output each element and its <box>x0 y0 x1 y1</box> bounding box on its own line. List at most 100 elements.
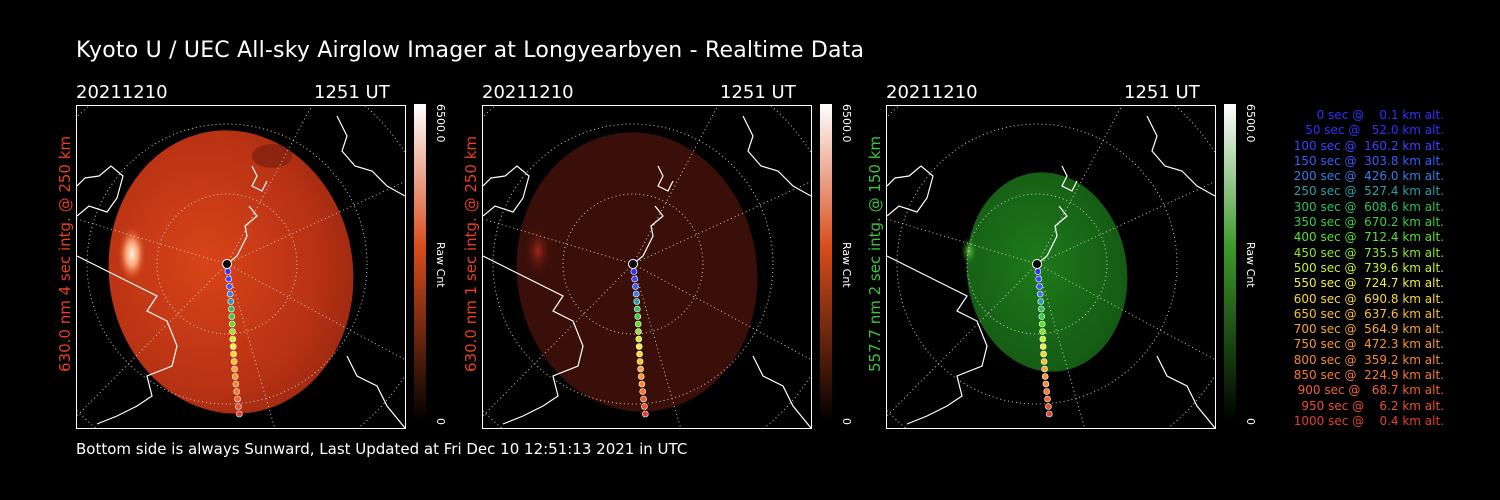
panel3-traj-start <box>1032 259 1042 269</box>
trajectory-point <box>230 358 238 365</box>
trajectory-point <box>234 395 241 403</box>
trajectory-point <box>1035 275 1042 283</box>
legend-entry: 100 sec @ 160.2 km alt. <box>1289 138 1444 153</box>
trajectory-point <box>228 305 235 313</box>
panel2-trajectory <box>628 259 649 418</box>
legend-entry: 250 sec @ 527.4 km alt. <box>1289 184 1444 199</box>
trajectory-point <box>1041 365 1048 373</box>
trajectory-point <box>639 388 646 395</box>
trajectory-point <box>228 320 236 328</box>
legend-entry: 650 sec @ 637.6 km alt. <box>1289 306 1444 321</box>
trajectory-point <box>226 283 233 290</box>
panel1-map <box>77 106 405 428</box>
panel3-bright-patch <box>961 237 977 265</box>
legend-entry: 450 sec @ 735.5 km alt. <box>1289 245 1444 260</box>
panel3-ylabel: 557.7 nm 2 sec intg. @ 150 km <box>866 135 884 372</box>
trajectory-point <box>636 358 644 365</box>
page-title: Kyoto U / UEC All-sky Airglow Imager at … <box>76 38 865 63</box>
panel1-bright-patch <box>118 226 146 282</box>
panel2-time: 1251 UT <box>720 82 796 103</box>
trajectory-point <box>1039 328 1046 335</box>
legend-entry: 550 sec @ 724.7 km alt. <box>1289 276 1444 291</box>
trajectory-point <box>229 343 237 350</box>
legend-entry: 300 sec @ 608.6 km alt. <box>1289 199 1444 214</box>
panel3-colorbar <box>1224 104 1236 422</box>
trajectory-point <box>1039 343 1047 350</box>
trajectory-point <box>1042 380 1050 388</box>
panel1-cbar-max: 6500.0 <box>434 104 447 143</box>
trajectory-point <box>236 410 243 418</box>
panel2-allsky-image <box>482 105 812 429</box>
trajectory-point <box>634 305 641 313</box>
trajectory-point <box>227 298 235 305</box>
panel1-date: 20211210 <box>76 82 168 103</box>
panel3-cbar-max: 6500.0 <box>1244 104 1257 143</box>
panel2-map <box>483 106 811 428</box>
trajectory-point <box>638 380 646 388</box>
trajectory-point <box>226 290 234 298</box>
panel3-trajectory <box>1032 259 1053 418</box>
trajectory-point <box>635 335 643 343</box>
legend-entry: 850 sec @ 224.9 km alt. <box>1289 368 1444 383</box>
legend-entry: 200 sec @ 426.0 km alt. <box>1289 169 1444 184</box>
legend-entry: 150 sec @ 303.8 km alt. <box>1289 153 1444 168</box>
panel1-time: 1251 UT <box>314 82 390 103</box>
trajectory-point <box>225 275 232 283</box>
legend-entry: 700 sec @ 564.9 km alt. <box>1289 322 1444 337</box>
trajectory-point <box>1038 313 1046 320</box>
panel1-coastline <box>77 115 405 428</box>
trajectory-point <box>1037 298 1045 305</box>
footer-note: Bottom side is always Sunward, Last Upda… <box>76 440 688 458</box>
legend-entry: 750 sec @ 472.3 km alt. <box>1289 337 1444 352</box>
panel1-cbar-min: 0 <box>434 418 447 425</box>
panel1-trajectory <box>222 259 243 418</box>
trajectory-point <box>224 268 232 275</box>
trajectory-point <box>633 298 641 305</box>
panel3-sky-disk <box>966 172 1128 372</box>
trajectory-point <box>1036 283 1043 290</box>
panel1-ylabel: 630.0 nm 4 sec intg. @ 250 km <box>56 135 74 372</box>
panel2-colorbar <box>820 104 832 422</box>
trajectory-legend: 0 sec @ 0.1 km alt. 50 sec @ 52.0 km alt… <box>1290 108 1444 429</box>
trajectory-point <box>233 388 240 395</box>
trajectory-point <box>1043 388 1050 395</box>
panel2-traj-start <box>628 259 638 269</box>
trajectory-point <box>634 313 642 320</box>
trajectory-point <box>632 283 639 290</box>
panel1-traj-start <box>222 259 232 269</box>
panel2-cbar-unit: Raw Cnt <box>840 242 853 288</box>
trajectory-point <box>1034 268 1042 275</box>
trajectory-point <box>634 320 642 328</box>
panel3-allsky-image <box>886 105 1216 429</box>
panel2-ylabel: 630.0 nm 1 sec intg. @ 250 km <box>462 135 480 372</box>
trajectory-point <box>230 350 237 358</box>
trajectory-point <box>1038 320 1046 328</box>
trajectory-point <box>635 343 643 350</box>
panel1-colorbar <box>414 104 426 422</box>
trajectory-point <box>636 350 643 358</box>
panel3-cbar-unit: Raw Cnt <box>1244 242 1257 288</box>
panel1-cbar-unit: Raw Cnt <box>434 242 447 288</box>
panel3-map <box>887 106 1215 428</box>
trajectory-point <box>641 403 648 410</box>
trajectory-point <box>229 335 237 343</box>
legend-entry: 900 sec @ 68.7 km alt. <box>1293 383 1444 398</box>
panel2-coastline <box>483 115 811 428</box>
legend-entry: 0 sec @ 0.1 km alt. <box>1305 108 1444 122</box>
trajectory-point <box>1041 373 1049 380</box>
trajectory-point <box>1040 358 1048 365</box>
legend-entry: 50 sec @ 52.0 km alt. <box>1297 123 1444 138</box>
legend-entry: 950 sec @ 6.2 km alt. <box>1297 398 1444 413</box>
trajectory-point <box>642 410 649 418</box>
panel2-cbar-min: 0 <box>840 418 853 425</box>
trajectory-point <box>637 373 645 380</box>
trajectory-point <box>640 395 647 403</box>
trajectory-point <box>231 373 239 380</box>
panel3-cbar-min: 0 <box>1244 418 1257 425</box>
legend-entry: 400 sec @ 712.4 km alt. <box>1289 230 1444 245</box>
trajectory-point <box>1045 403 1052 410</box>
panel3-time: 1251 UT <box>1124 82 1200 103</box>
trajectory-point <box>1040 350 1047 358</box>
trajectory-point <box>630 268 638 275</box>
trajectory-point <box>631 275 638 283</box>
